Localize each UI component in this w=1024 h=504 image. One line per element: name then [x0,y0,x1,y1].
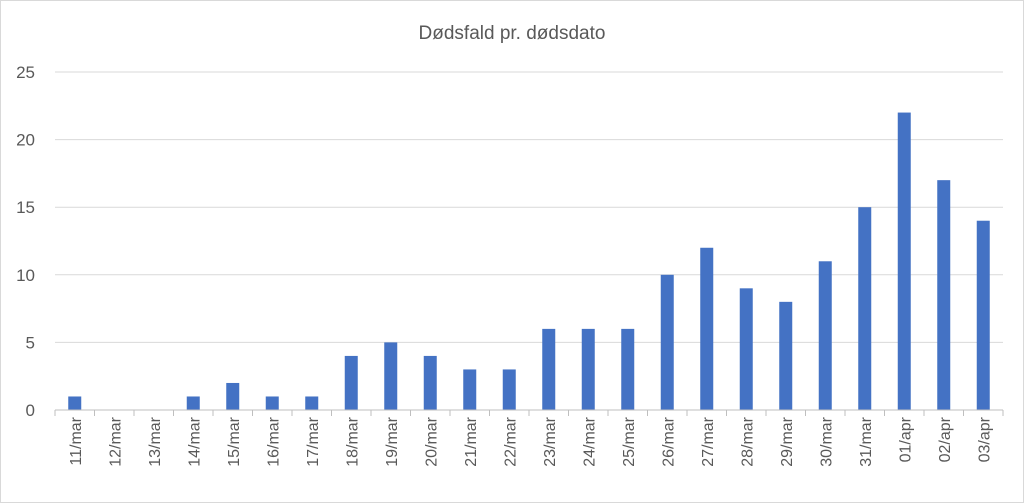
y-tick-label: 20 [16,131,35,150]
bar [660,274,674,410]
y-tick-label: 5 [26,333,35,352]
chart-title: Dødsfald pr. dødsdato [419,23,606,44]
gridlines [55,71,1003,343]
bar [384,342,398,410]
bar [226,382,240,410]
y-tick-label: 0 [26,401,35,420]
x-tick-label: 31/mar [858,416,875,466]
bar [305,396,319,410]
y-tick-label: 15 [16,198,35,217]
x-tick-label: 11/mar [68,416,85,465]
bar [265,396,279,410]
bar [858,207,872,410]
x-tick-label: 16/mar [265,416,282,466]
x-tick-label: 28/mar [739,416,756,466]
bar [897,112,911,410]
x-tick-label: 21/mar [463,416,480,466]
x-tick-label: 24/mar [581,416,598,466]
bar [700,247,714,410]
x-tick-label: 22/mar [502,416,519,466]
x-tick-label: 29/mar [779,416,796,466]
bar [581,328,595,410]
bar [344,355,358,410]
bar [423,355,437,410]
x-tick-label: 30/mar [818,416,835,466]
x-tick-label: 26/mar [660,416,677,466]
x-tick-label: 25/mar [621,416,638,466]
x-tick-label: 20/mar [423,416,440,466]
bar [463,369,477,410]
bar [779,301,793,410]
x-tick-label: 14/mar [186,416,203,466]
x-tick-label: 12/mar [107,416,124,466]
bar [542,328,556,410]
y-tick-label: 25 [16,63,35,82]
x-tick-label: 02/apr [937,416,954,462]
bar [186,396,200,410]
bar [68,396,82,410]
x-tick-label: 23/mar [542,416,559,466]
bar [739,288,753,410]
bar [976,220,990,410]
x-tick-label: 17/mar [305,416,322,466]
y-axis-ticks: 0 5 10 15 20 25 [16,63,35,420]
x-axis-ticks: 11/mar 12/mar 13/mar 14/mar 15/mar 16/mar 17/m… [54,410,1004,467]
x-tick-label: 15/mar [226,416,243,466]
bar [502,369,516,410]
bars [68,112,990,410]
x-tick-label: 19/mar [384,416,401,466]
x-tick-label: 18/mar [344,416,361,466]
bar [937,180,951,410]
x-tick-label: 03/apr [976,416,993,462]
y-tick-label: 10 [16,266,35,285]
x-tick-label: 13/mar [147,416,164,466]
x-tick-label: 27/mar [700,416,717,466]
bar [621,328,635,410]
bar [818,261,832,410]
x-tick-label: 01/apr [897,416,914,462]
